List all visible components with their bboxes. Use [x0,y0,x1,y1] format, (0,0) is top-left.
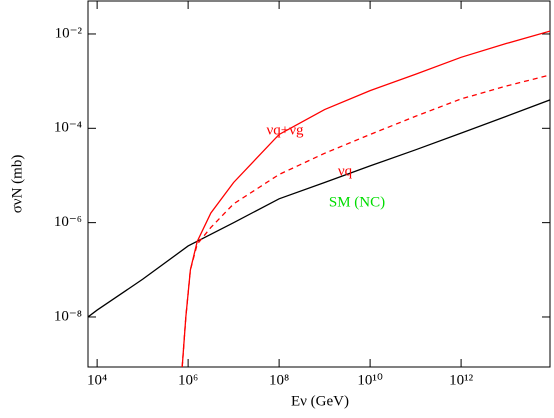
y-tick-label: 10⁻⁴ [54,120,82,136]
plot-frame [87,0,551,368]
annotation: νq [338,163,353,179]
annotation: SM (NC) [329,194,385,210]
y-tick-label: 10⁻⁸ [54,308,82,324]
x-tick-label: 10¹² [449,372,473,388]
annotation: νq+νg [266,122,304,138]
x-tick-label: 10¹⁰ [357,372,383,388]
x-tick-label: 10⁴ [87,372,107,388]
x-axis-label: Eν (GeV) [291,393,349,409]
x-tick-label: 10⁸ [269,372,289,388]
y-tick-label: 10⁻² [55,25,83,41]
y-axis-label: σνN (mb) [9,155,25,214]
y-tick-label: 10⁻⁶ [54,214,82,230]
series-line [181,30,550,367]
x-tick-label: 10⁶ [178,372,198,388]
series-line [88,99,550,318]
